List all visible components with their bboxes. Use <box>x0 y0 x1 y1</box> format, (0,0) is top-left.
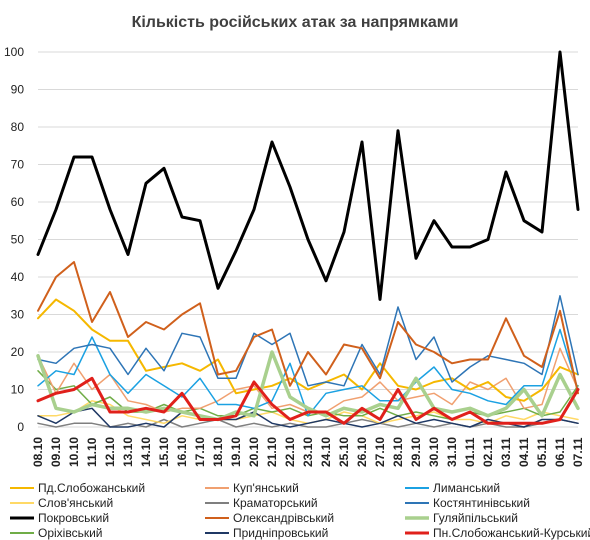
legend: Пд.Слобожанський Куп'янський Лиманський Сло… <box>10 481 590 540</box>
x-tick-label: 27.10 <box>373 437 387 467</box>
x-tick-label: 17.10 <box>193 437 207 467</box>
x-tick-label: 25.10 <box>337 437 351 467</box>
legend-label: Пд.Слобожанський <box>38 481 145 495</box>
chart-title: Кількість російських атак за напрямками <box>132 14 459 31</box>
x-tick-label: 20.10 <box>247 437 261 467</box>
x-tick-label: 07.11 <box>571 437 585 467</box>
x-tick-label: 09.10 <box>49 437 63 467</box>
x-tick-label: 04.11 <box>517 437 531 467</box>
x-tick-label: 29.10 <box>409 437 423 467</box>
x-tick-label: 14.10 <box>139 437 153 467</box>
x-tick-label: 22.10 <box>283 437 297 467</box>
x-tick-label: 10.10 <box>67 437 81 467</box>
series-line-11 <box>36 376 580 425</box>
x-tick-label: 26.10 <box>355 437 369 467</box>
x-tick-label: 31.10 <box>445 437 459 467</box>
x-tick-label: 11.10 <box>85 437 99 467</box>
x-tick-label: 12.10 <box>103 437 117 467</box>
y-tick-label: 10 <box>11 383 25 397</box>
legend-label: Придніпровський <box>233 526 328 540</box>
series-line-7 <box>37 261 579 395</box>
y-tick-label: 20 <box>11 345 25 359</box>
x-tick-label: 02.11 <box>481 437 495 467</box>
series-line-10 <box>37 407 579 428</box>
y-tick-label: 100 <box>4 45 24 59</box>
x-tick-label: 01.11 <box>463 437 477 467</box>
x-tick-label: 06.11 <box>553 437 567 467</box>
y-tick-label: 40 <box>11 270 25 284</box>
plot-area <box>36 50 580 428</box>
y-tick-label: 70 <box>11 158 25 172</box>
x-tick-label: 30.10 <box>427 437 441 467</box>
y-tick-label: 50 <box>11 233 25 247</box>
y-tick-label: 90 <box>11 83 25 97</box>
legend-label: Покровський <box>38 511 109 525</box>
y-tick-label: 0 <box>17 420 24 434</box>
y-axis: 0 10 20 30 40 50 60 70 80 90 100 <box>4 45 24 434</box>
legend-label: Костянтинівський <box>433 496 530 510</box>
x-tick-label: 15.10 <box>157 437 171 467</box>
y-tick-label: 30 <box>11 308 25 322</box>
y-tick-label: 80 <box>11 120 25 134</box>
x-tick-label: 23.10 <box>301 437 315 467</box>
x-tick-label: 28.10 <box>391 437 405 467</box>
legend-label: Оріхівський <box>38 526 103 540</box>
legend-label: Олександрівський <box>233 511 334 525</box>
x-tick-label: 21.10 <box>265 437 279 467</box>
legend-label: Куп'янський <box>233 481 299 495</box>
series-line-8 <box>36 350 580 422</box>
legend-label: Краматорський <box>233 496 318 510</box>
x-tick-label: 18.10 <box>211 437 225 467</box>
x-tick-label: 16.10 <box>175 437 189 467</box>
x-tick-label: 03.11 <box>499 437 513 467</box>
x-tick-label: 13.10 <box>121 437 135 467</box>
x-tick-label: 08.10 <box>31 437 45 467</box>
legend-label: Лиманський <box>433 481 500 495</box>
series-line-0 <box>37 298 579 402</box>
x-tick-label: 19.10 <box>229 437 243 467</box>
x-tick-label: 24.10 <box>319 437 333 467</box>
y-tick-label: 60 <box>11 195 25 209</box>
legend-label: Пн.Слобожанський-Курський <box>433 526 590 540</box>
series-line-6 <box>36 50 580 301</box>
x-axis: 08.10 09.10 10.10 11.10 12.10 13.10 14.10 15.10… <box>31 437 585 467</box>
series-line-5 <box>37 295 579 387</box>
legend-label: Слов'янський <box>38 496 113 510</box>
x-tick-label: 05.11 <box>535 437 549 467</box>
legend-label: Гуляйпільський <box>433 511 518 525</box>
series-line-2 <box>37 328 579 417</box>
